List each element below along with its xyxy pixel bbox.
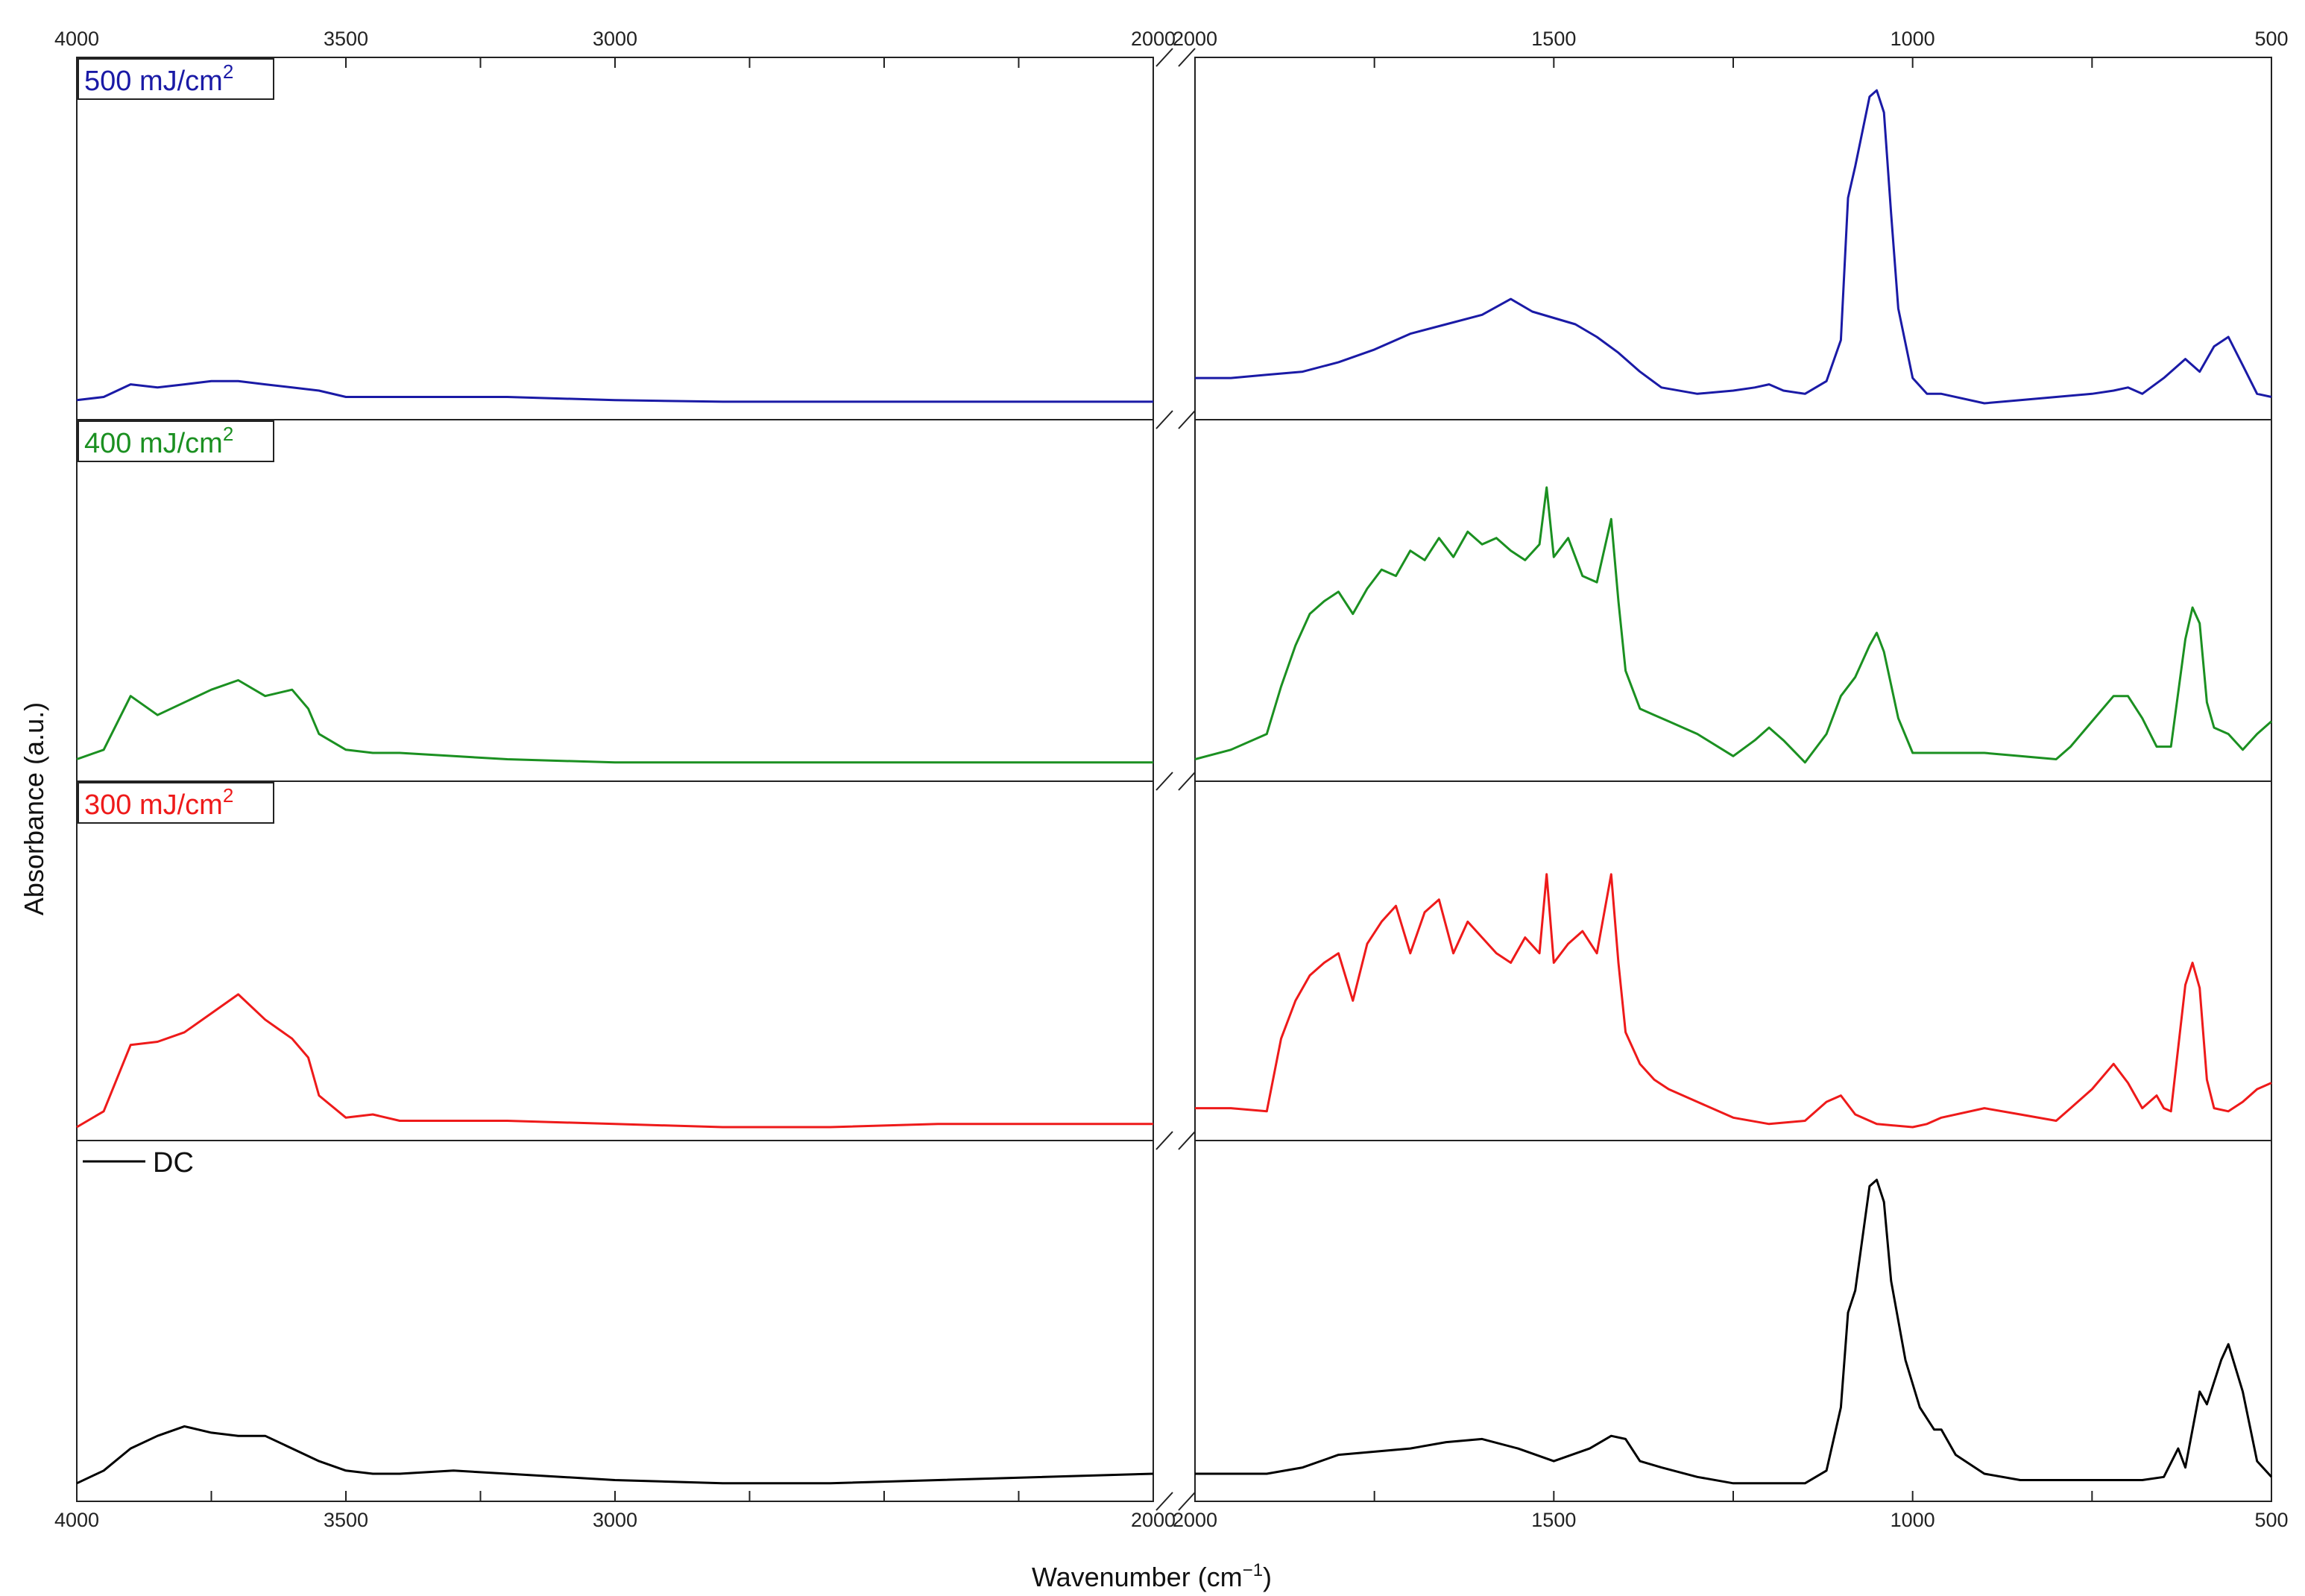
legend-label-exponent: 2 [223,60,233,83]
x-tick-label-top: 2000 [1173,28,1217,50]
legend-label-text: 300 mJ/cm [84,789,223,821]
x-tick-label-bottom: 2000 [1131,1509,1176,1531]
legend-box [78,782,274,824]
series-line-dc-left [76,1425,1154,1485]
x-tick-label-top: 4000 [54,28,99,50]
x-axis-label-exponent: −1 [1243,1560,1263,1580]
legend-label-300-mj-cm: 300 mJ/cm2 [84,784,233,821]
axis-break-mark [1155,48,1173,67]
x-tick-label-bottom: 3000 [593,1509,637,1531]
x-tick-label-bottom: 3500 [324,1509,368,1531]
x-tick-label-bottom: 1000 [1891,1509,1935,1531]
legend-box [78,420,274,462]
legend-label-400-mj-cm: 400 mJ/cm2 [84,423,233,459]
series-layer [76,89,2273,1485]
axis-break-mark [1155,1131,1173,1150]
x-tick-label-bottom: 2000 [1173,1509,1217,1531]
series-line-400-mj-cm-left [76,679,1153,764]
x-tick-label-top: 3000 [593,28,637,50]
legend-label-dc: DC [153,1147,194,1179]
x-tick-label-top: 1500 [1531,28,1576,50]
series-line-500-mj-cm-left [76,379,1153,403]
x-tick-label-bottom: 4000 [54,1509,99,1531]
series-line-400-mj-cm-right [1194,486,2272,764]
x-tick-label-bottom: 1500 [1531,1509,1576,1531]
y-axis-label: Absorbance (a.u.) [19,702,49,915]
x-axis-label: Wavenumber (cm−1) [1032,1560,1272,1592]
series-line-500-mj-cm-right [1195,89,2272,405]
axis-break-mark [1155,1492,1173,1511]
legend-label-exponent: 2 [223,784,233,807]
legend-label-text: 400 mJ/cm [84,428,223,459]
series-line-dc-right [1195,1179,2273,1485]
axis-break-mark [1155,410,1173,429]
x-axis-label-main: Wavenumber (cm [1032,1562,1243,1592]
legend-label-exponent: 2 [223,423,233,445]
x-tick-label-top: 3500 [324,28,368,50]
x-tick-label-top: 2000 [1131,28,1176,50]
legend-box [78,58,274,100]
legend-label-text: 500 mJ/cm [84,66,223,97]
series-line-300-mj-cm-left [76,993,1153,1129]
legend-label-500-mj-cm: 500 mJ/cm2 [84,60,233,97]
x-tick-label-top: 500 [2254,28,2288,50]
axis-break-mark [1155,772,1173,791]
axis-break-mark [1178,1492,1196,1511]
axes-layer: 4000400035003500300030002000200020002000… [54,28,2289,1531]
axis-break-mark [1178,410,1196,429]
axis-break-mark [1178,772,1196,791]
x-axis-label-suffix: ) [1263,1562,1272,1592]
axis-break-mark [1178,1131,1196,1150]
x-tick-label-top: 1000 [1891,28,1935,50]
x-tick-label-bottom: 500 [2254,1509,2288,1531]
axis-break-mark [1178,48,1196,67]
series-line-300-mj-cm-right [1195,873,2272,1129]
